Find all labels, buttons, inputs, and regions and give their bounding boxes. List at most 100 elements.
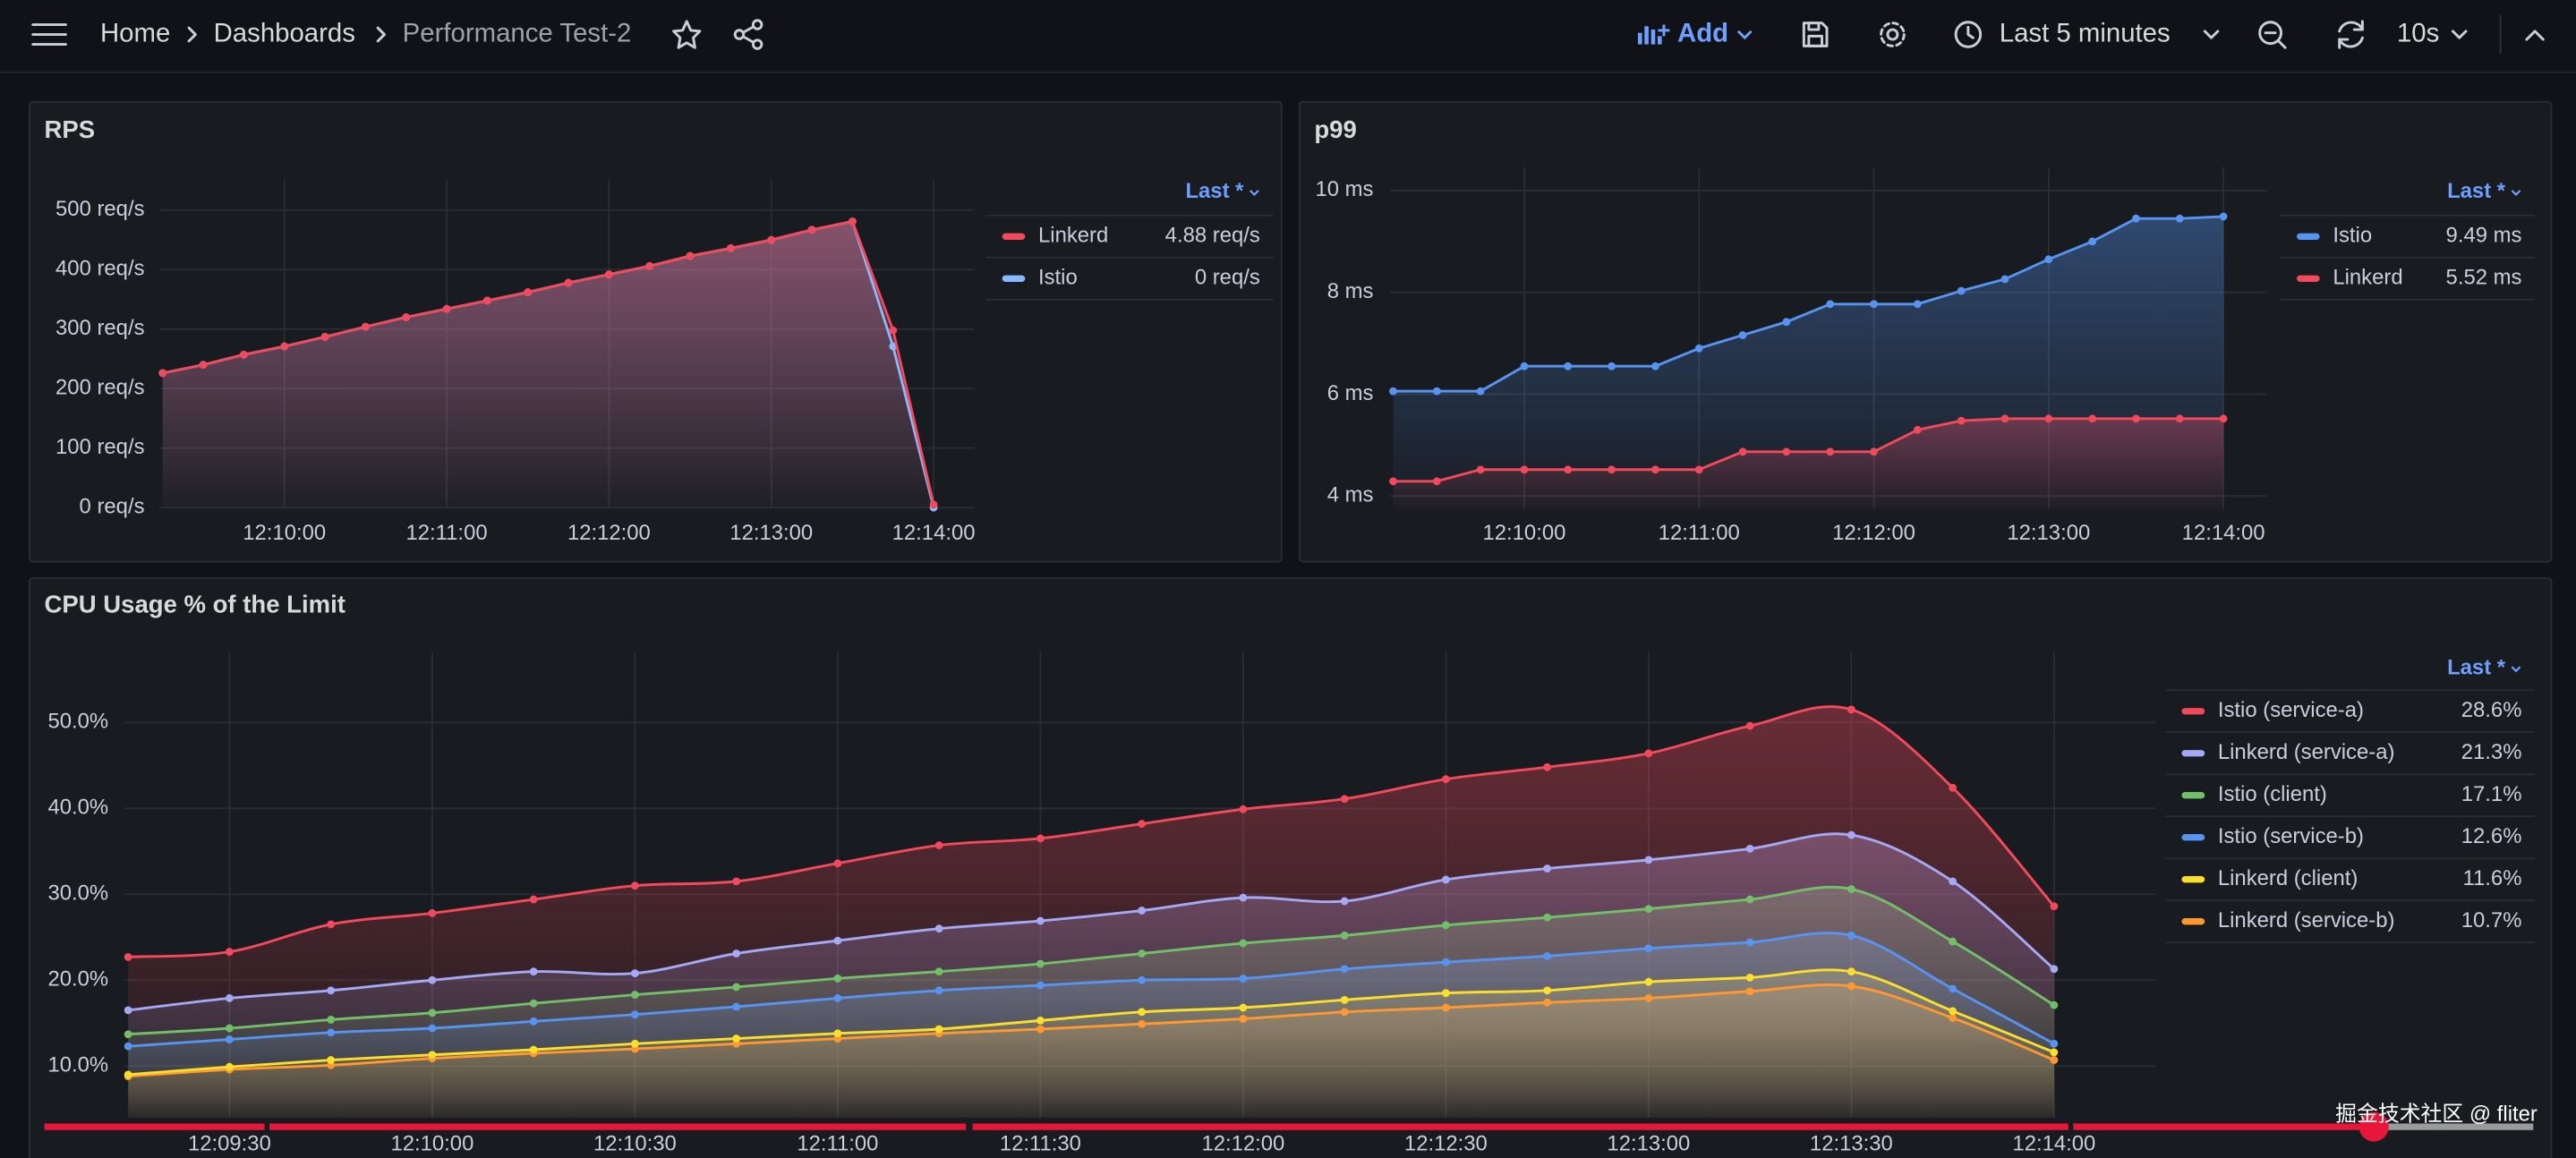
data-point xyxy=(1520,362,1529,370)
add-caret xyxy=(1736,30,1753,40)
x-tick-label: 12:14:00 xyxy=(2012,1132,2095,1156)
playhead[interactable] xyxy=(2358,1111,2389,1142)
data-point xyxy=(1738,447,1747,456)
data-point xyxy=(833,994,842,1002)
x-tick-label: 12:09:30 xyxy=(188,1132,271,1156)
data-point xyxy=(849,217,857,226)
data-point xyxy=(1441,1003,1450,1012)
data-point xyxy=(2044,414,2053,423)
refresh-interval[interactable]: 10s xyxy=(2397,18,2468,47)
data-point xyxy=(1543,998,1552,1007)
legend-label[interactable]: Istio (client) xyxy=(2218,782,2327,806)
data-point xyxy=(124,1030,132,1039)
legend-label[interactable]: Istio (service-b) xyxy=(2218,824,2364,848)
breadcrumb-dashboards[interactable]: Dashboards xyxy=(214,18,355,47)
y-tick-label: 0 req/s xyxy=(80,494,145,518)
legend-value: 4.88 req/s xyxy=(1165,224,1260,248)
zoom-out-button[interactable] xyxy=(2258,21,2287,49)
data-point xyxy=(564,278,573,287)
legend-label[interactable]: Linkerd (service-a) xyxy=(2218,740,2395,764)
data-point xyxy=(934,967,943,976)
progress xyxy=(2073,1123,2375,1130)
x-tick-label: 12:10:00 xyxy=(1483,521,1566,545)
data-point xyxy=(1476,387,1485,396)
data-point xyxy=(1340,795,1349,804)
share-button[interactable] xyxy=(733,19,763,50)
data-point xyxy=(1138,1008,1147,1017)
add-button[interactable]: Add xyxy=(1637,18,1753,47)
series-line xyxy=(1393,215,2224,393)
data-point xyxy=(280,342,289,351)
data-point xyxy=(2044,255,2053,264)
y-tick-label: 20.0% xyxy=(47,967,108,992)
settings-button[interactable] xyxy=(1880,21,1906,47)
legend-value: 28.6% xyxy=(2461,698,2522,722)
legend-label[interactable]: Linkerd (service-b) xyxy=(2218,908,2395,932)
data-point xyxy=(529,1017,538,1026)
data-point xyxy=(1036,834,1045,843)
data-point xyxy=(1847,967,1855,976)
data-point xyxy=(226,1024,234,1033)
legend-swatch xyxy=(2181,876,2205,883)
legend-header: Last * xyxy=(2447,179,2506,203)
data-point xyxy=(934,986,943,995)
data-point xyxy=(2050,965,2059,974)
collapse-button[interactable] xyxy=(2525,30,2545,41)
series-line xyxy=(128,705,2055,958)
legend-label[interactable]: Linkerd (client) xyxy=(2218,866,2358,890)
refresh-value: 10s xyxy=(2397,18,2439,47)
data-point xyxy=(1949,984,1958,993)
menu-button[interactable] xyxy=(31,23,67,47)
y-tick-label: 100 req/s xyxy=(55,435,145,459)
add-icon xyxy=(1637,24,1670,45)
legend-label[interactable]: Istio xyxy=(1038,266,1078,290)
save-button[interactable] xyxy=(1802,21,1829,47)
series-line xyxy=(162,219,935,506)
data-point xyxy=(1651,362,1659,370)
series-area xyxy=(1393,216,2224,509)
data-point xyxy=(1340,897,1349,906)
data-point xyxy=(1138,907,1147,915)
time-picker[interactable]: Last 5 minutes xyxy=(1954,18,2220,48)
panel-title: RPS xyxy=(45,115,96,143)
x-tick-label: 12:10:00 xyxy=(390,1132,473,1156)
data-point xyxy=(327,1028,336,1037)
breadcrumb-home[interactable]: Home xyxy=(100,18,170,47)
data-point xyxy=(1782,318,1791,327)
data-point xyxy=(1239,893,1248,902)
data-point xyxy=(1745,973,1754,982)
data-point xyxy=(1694,465,1703,474)
data-point xyxy=(1913,425,1922,434)
x-tick-label: 12:13:00 xyxy=(1607,1132,1690,1156)
data-point xyxy=(2050,1039,2059,1048)
legend-label[interactable]: Istio xyxy=(2333,224,2372,248)
legend-label[interactable]: Istio (service-a) xyxy=(2218,698,2364,722)
data-point xyxy=(727,243,735,252)
data-point xyxy=(1949,1007,1958,1016)
legend-value: 12.6% xyxy=(2461,824,2522,848)
data-point xyxy=(2050,902,2059,911)
data-point xyxy=(327,986,336,995)
legend-swatch xyxy=(1002,275,1026,282)
data-point xyxy=(239,350,248,359)
data-point xyxy=(482,296,491,305)
data-point xyxy=(226,948,234,956)
data-point xyxy=(1644,994,1653,1002)
breadcrumb-separator xyxy=(376,26,386,43)
y-tick-label: 6 ms xyxy=(1327,381,1374,405)
legend-label[interactable]: Linkerd xyxy=(1038,224,1108,248)
data-point xyxy=(442,304,451,313)
x-tick-label: 12:13:00 xyxy=(2007,521,2090,545)
series-line xyxy=(1393,417,2224,483)
x-tick-label: 12:11:00 xyxy=(406,521,488,545)
data-point xyxy=(1441,775,1450,784)
data-point xyxy=(1847,885,1855,893)
data-point xyxy=(1239,1015,1248,1023)
data-point xyxy=(1745,895,1754,904)
x-tick-label: 12:11:30 xyxy=(1000,1132,1081,1156)
legend-label[interactable]: Linkerd xyxy=(2333,266,2402,290)
data-point xyxy=(645,261,654,270)
star-button[interactable] xyxy=(672,20,702,49)
refresh-button[interactable] xyxy=(2338,20,2364,49)
data-point xyxy=(1239,974,1248,983)
